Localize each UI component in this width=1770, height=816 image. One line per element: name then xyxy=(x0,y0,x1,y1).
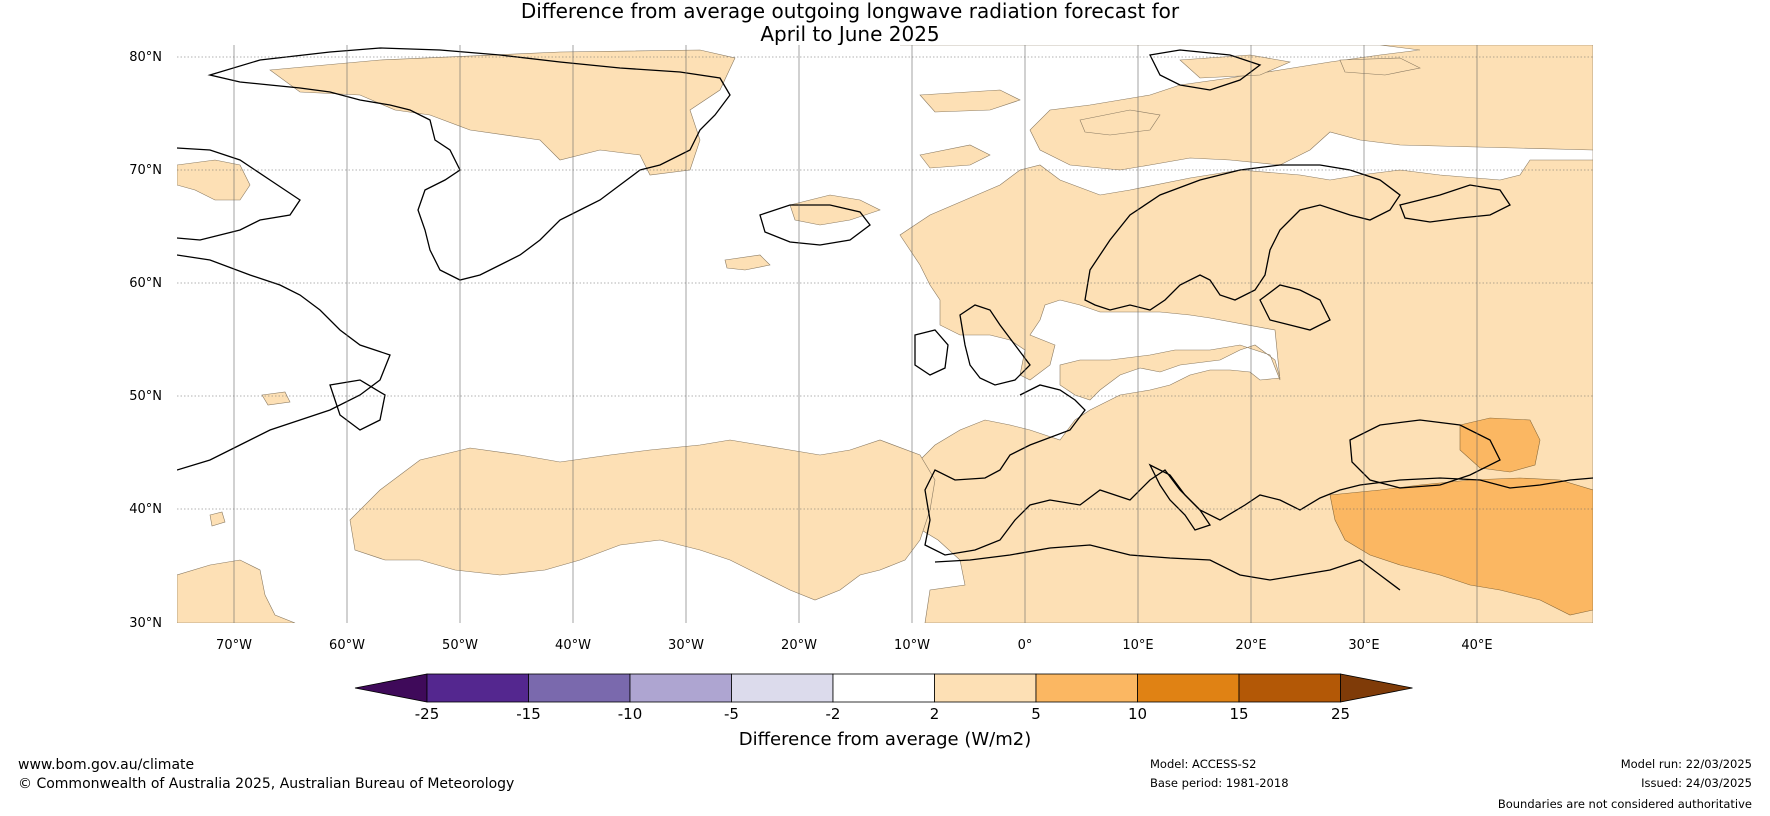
colorbar-label: Difference from average (W/m2) xyxy=(739,729,1031,750)
colorbar-tick-label: -10 xyxy=(618,705,643,723)
colorbar-box xyxy=(731,673,834,703)
colorbar-tick-label: -5 xyxy=(724,705,739,723)
footer-copyright: © Commonwealth of Australia 2025, Austra… xyxy=(18,776,514,792)
lon-label: 40°E xyxy=(1461,638,1492,653)
lat-label: 80°N xyxy=(129,50,162,65)
lon-label: 20°W xyxy=(781,638,817,653)
lon-label: 60°W xyxy=(329,638,365,653)
colorbar-extend-low xyxy=(354,673,428,703)
footer-url: www.bom.gov.au/climate xyxy=(18,757,194,773)
colorbar-box xyxy=(528,673,631,703)
colorbar-extend-high xyxy=(1340,673,1413,703)
anomaly-5-to-10-region xyxy=(1329,417,1593,616)
colorbar-tick-label: 5 xyxy=(1031,705,1041,723)
colorbar-box xyxy=(629,673,732,703)
footer-issued: Issued: 24/03/2025 xyxy=(1641,776,1752,790)
title-line-1: Difference from average outgoing longwav… xyxy=(520,0,1180,23)
colorbar-tick-label: 2 xyxy=(930,705,940,723)
colorbar-tick-label: -15 xyxy=(516,705,541,723)
colorbar-tick-label: 10 xyxy=(1128,705,1147,723)
lon-label: 20°E xyxy=(1235,638,1266,653)
colorbar-box xyxy=(934,673,1037,703)
colorbar-box xyxy=(426,673,529,703)
lon-label: 30°W xyxy=(668,638,704,653)
colorbar-tick-label: -2 xyxy=(826,705,841,723)
latitude-labels: 80°N 70°N 60°N 50°N 40°N 30°N xyxy=(129,50,162,631)
colorbar-tick-label: -25 xyxy=(415,705,440,723)
footer-base-period: Base period: 1981-2018 xyxy=(1150,776,1289,790)
map-area xyxy=(177,45,1593,623)
colorbar-box xyxy=(832,673,935,703)
footer-model-run: Model run: 22/03/2025 xyxy=(1621,757,1752,771)
colorbar: -25 -15 -10 -5 -2 2 5 10 15 25 xyxy=(354,673,1413,723)
map-title: Difference from average outgoing longwav… xyxy=(520,0,1180,46)
longitude-labels: 70°W 60°W 50°W 40°W 30°W 20°W 10°W 0° 10… xyxy=(216,638,1493,653)
lon-label: 70°W xyxy=(216,638,252,653)
coastlines xyxy=(177,47,1593,591)
lon-label: 0° xyxy=(1018,638,1033,653)
lon-label: 30°E xyxy=(1348,638,1379,653)
lon-label: 50°W xyxy=(442,638,478,653)
lon-label: 10°W xyxy=(894,638,930,653)
lat-label: 70°N xyxy=(129,163,162,178)
colorbar-box xyxy=(1238,673,1341,703)
colorbar-tick-label: 25 xyxy=(1331,705,1350,723)
footer: www.bom.gov.au/climate © Commonwealth of… xyxy=(18,757,1752,811)
graticule xyxy=(177,45,1593,623)
lat-label: 30°N xyxy=(129,616,162,631)
footer-disclaimer: Boundaries are not considered authoritat… xyxy=(1498,797,1752,811)
lat-label: 40°N xyxy=(129,502,162,517)
lat-label: 60°N xyxy=(129,276,162,291)
colorbar-box xyxy=(1137,673,1240,703)
lon-label: 10°E xyxy=(1122,638,1153,653)
colorbar-box xyxy=(1035,673,1138,703)
colorbar-tick-label: 15 xyxy=(1229,705,1248,723)
lat-label: 50°N xyxy=(129,389,162,404)
lon-label: 40°W xyxy=(555,638,591,653)
title-line-2: April to June 2025 xyxy=(760,22,940,46)
footer-model: Model: ACCESS-S2 xyxy=(1150,757,1256,771)
